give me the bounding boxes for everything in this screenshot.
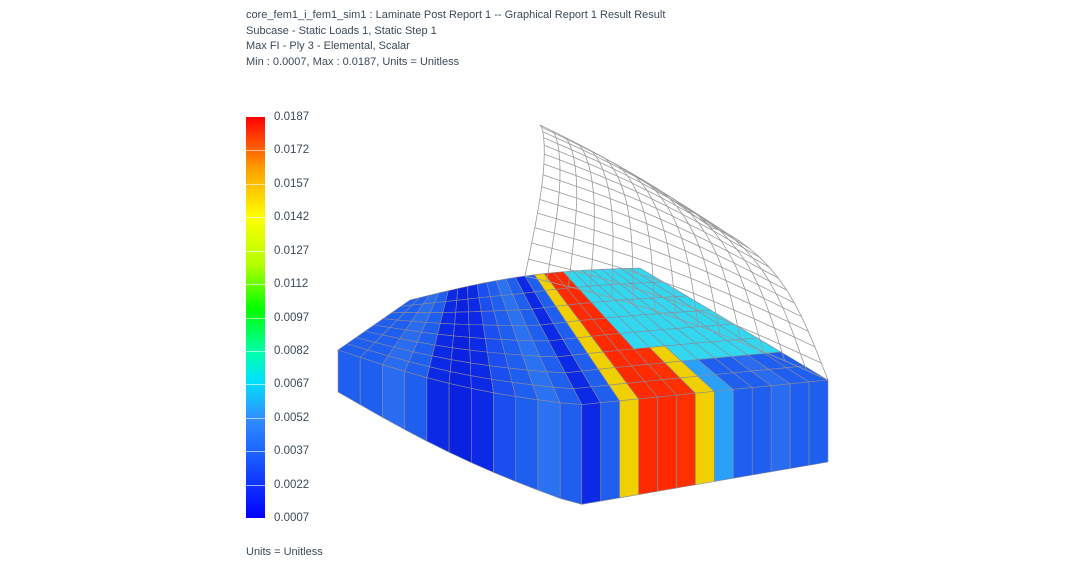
header-min-max: Min : 0.0007, Max : 0.0187, Units = Unit… xyxy=(246,55,460,68)
deformed-wireframe-line xyxy=(543,137,740,242)
legend-label: 0.0112 xyxy=(274,278,309,291)
result-header: core_fem1_i_fem1_sim1 : Laminate Post Re… xyxy=(246,8,665,70)
legend-label: 0.0037 xyxy=(274,445,310,458)
deformed-wireframe-line xyxy=(576,142,595,293)
side-face-element xyxy=(789,381,810,469)
legend-tick xyxy=(246,451,265,453)
side-face-element xyxy=(337,349,361,406)
mesh-element xyxy=(437,322,455,337)
mesh-element xyxy=(445,288,459,302)
side-face-element xyxy=(751,385,772,476)
deformed-wireframe-line xyxy=(534,227,809,332)
side-face-element xyxy=(581,402,602,505)
side-face-element xyxy=(515,396,539,491)
mesh-element xyxy=(468,324,486,339)
mesh-element xyxy=(454,311,470,325)
side-face-element xyxy=(559,402,583,505)
deformed-wireframe-line xyxy=(542,174,779,279)
legend-tick xyxy=(246,250,265,252)
side-face-element xyxy=(733,387,753,479)
deformed-wireframe-line xyxy=(524,275,829,381)
legend-label: 0.0157 xyxy=(274,177,310,190)
mesh-element xyxy=(453,323,470,338)
legend-tick xyxy=(246,284,265,286)
legend-label: 0.0052 xyxy=(274,411,310,424)
legend-label: 0.0142 xyxy=(274,211,310,224)
legend-tick xyxy=(246,317,265,319)
deformed-wireframe-line xyxy=(531,242,815,348)
deformed-wireframe-line xyxy=(528,258,822,364)
legend-label: 0.0067 xyxy=(274,378,310,391)
legend-tick xyxy=(246,183,265,185)
side-face-element xyxy=(770,383,791,473)
legend-label: 0.0172 xyxy=(274,144,310,157)
header-result-type: Max FI - Ply 3 - Elemental, Scalar xyxy=(246,40,410,52)
legend-label: 0.0022 xyxy=(274,478,310,491)
side-face-element xyxy=(426,377,450,453)
deformed-wireframe-line xyxy=(546,130,561,282)
deformed-wireframe-line xyxy=(537,212,802,318)
legend-tick xyxy=(246,217,265,219)
header-title: core_fem1_i_fem1_sim1 : Laminate Post Re… xyxy=(246,9,666,21)
side-face-element xyxy=(657,394,677,492)
side-face-element xyxy=(619,398,639,499)
header-subcase: Subcase - Static Loads 1, Static Step 1 xyxy=(246,24,437,37)
deformed-wireframe-line xyxy=(543,163,770,268)
mesh-element xyxy=(455,298,469,313)
side-face-element xyxy=(537,399,561,499)
legend-tick xyxy=(246,150,265,152)
legend-tick xyxy=(246,384,265,386)
legend-tick xyxy=(246,484,265,486)
deformed-wireframe-line xyxy=(541,186,787,291)
side-face-element xyxy=(404,371,428,442)
deformed-wireframe-line xyxy=(542,131,730,236)
deformed-wireframe-line xyxy=(544,153,760,258)
side-face-element xyxy=(808,379,829,466)
legend-tick xyxy=(246,417,265,419)
side-face-element xyxy=(676,392,696,489)
side-face-element xyxy=(695,391,715,486)
legend-label: 0.0127 xyxy=(274,244,310,257)
deformed-wireframe-line xyxy=(539,199,795,304)
mesh-element xyxy=(469,337,488,353)
legend-label: 0.0097 xyxy=(274,311,310,324)
side-face-element xyxy=(382,364,405,431)
side-face-element xyxy=(638,396,658,495)
units-label: Units = Unitless xyxy=(246,546,323,558)
deformed-wireframe-line xyxy=(541,126,721,231)
side-face-element xyxy=(359,356,383,418)
legend-tick xyxy=(246,350,265,352)
mesh-element xyxy=(439,311,457,325)
deformed-wireframe-line xyxy=(524,124,545,277)
legend-label: 0.0007 xyxy=(274,512,310,524)
side-face-element xyxy=(714,389,734,482)
legend-label: 0.0187 xyxy=(274,111,310,123)
legend-label: 0.0082 xyxy=(274,344,310,357)
deformed-wireframe-line xyxy=(564,136,578,287)
deformed-wireframe-line xyxy=(544,144,750,249)
side-face-element xyxy=(493,392,517,482)
side-face-element xyxy=(448,383,472,464)
deformed-wireframe-line xyxy=(539,124,713,229)
side-face-element xyxy=(471,388,494,473)
mesh-element xyxy=(456,285,469,301)
mesh-element xyxy=(468,311,484,326)
side-face-element xyxy=(600,400,620,502)
